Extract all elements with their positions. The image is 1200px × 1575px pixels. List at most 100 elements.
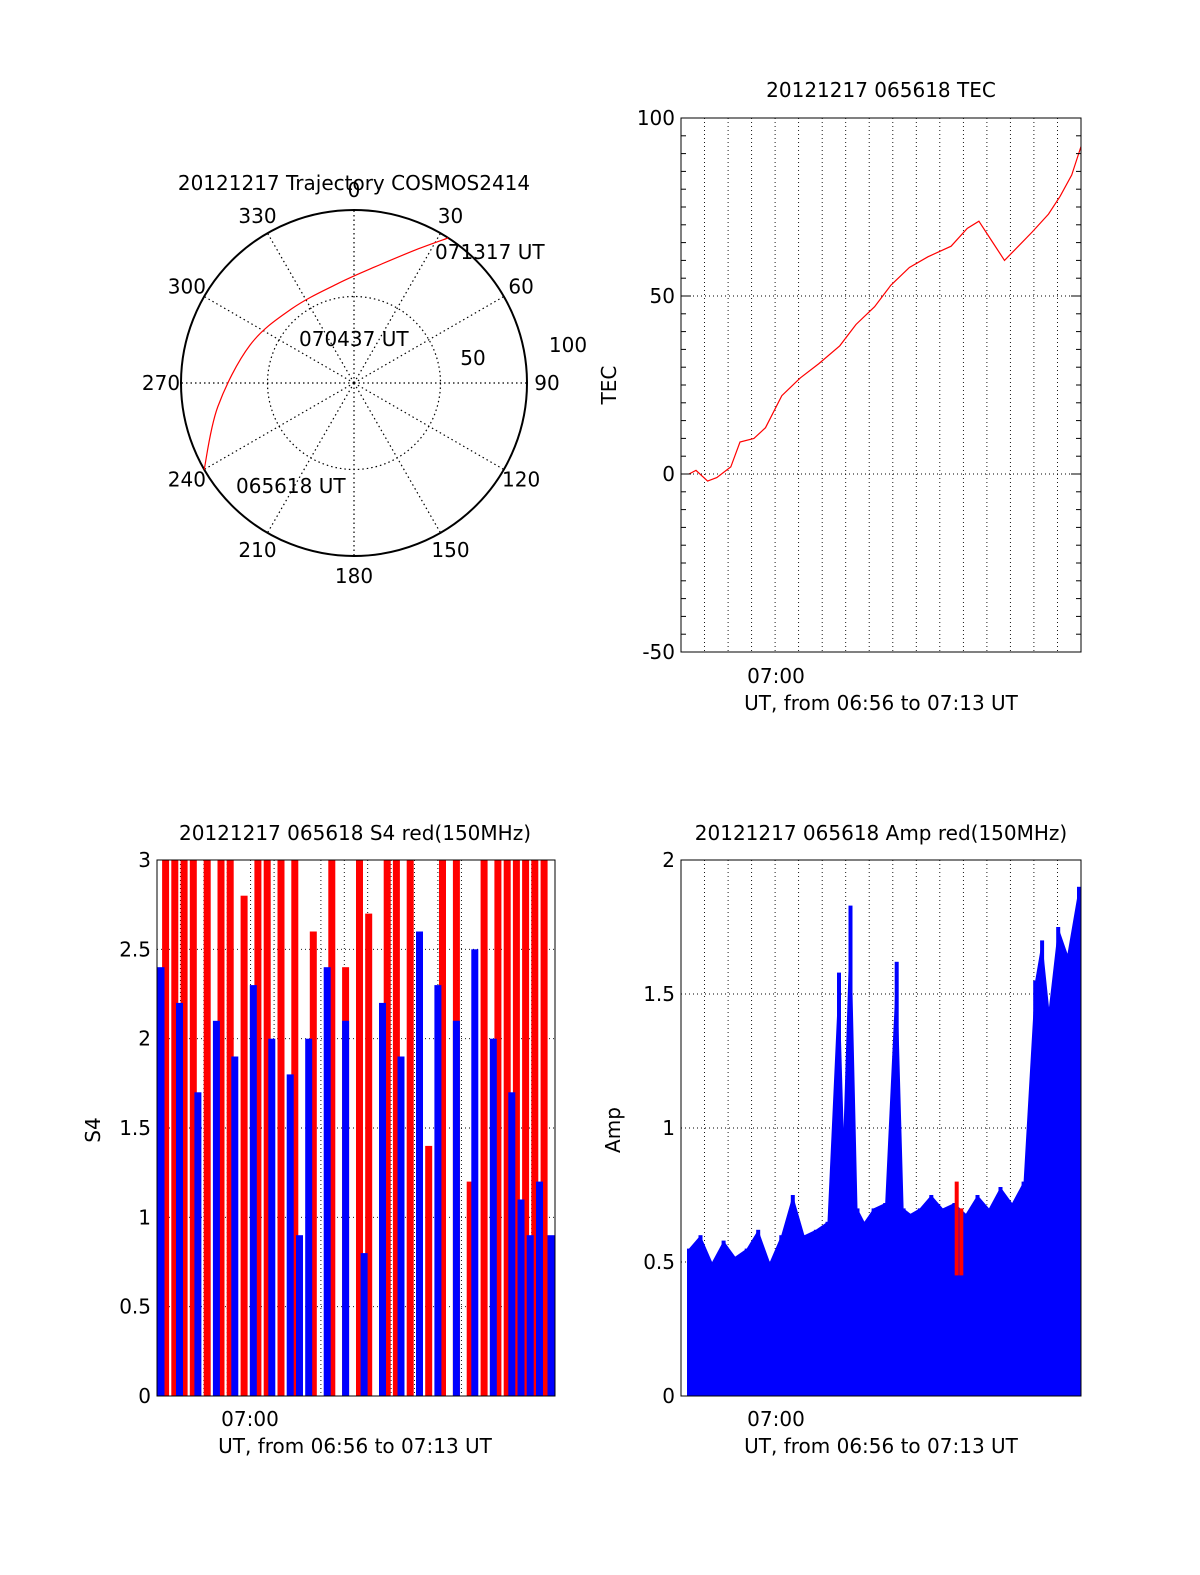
red-s4-bar [328,860,336,1396]
blue-amp-bar [975,1195,980,1396]
blue-amp-bar [767,1262,772,1396]
blue-amp-bar [744,1248,749,1396]
blue-amp-bar [952,1203,957,1396]
blue-s4-bar [526,1235,534,1396]
amp-y-tick-labels: 0 0.5 1 1.5 2 [643,848,675,1408]
red-s4-bar [217,860,225,1396]
radial-label-50: 50 [460,346,485,370]
red-s4-bar [439,860,446,1396]
blue-s4-bar [452,1020,460,1396]
blue-amp-bar [963,1213,968,1396]
blue-amp-bar [1047,1007,1051,1396]
amp-x-axis-label: UT, from 06:56 to 07:13 UT [744,1434,1019,1458]
blue-amp-bar [1065,953,1070,1396]
blue-amp-bar [987,1208,991,1396]
blue-s4-bar [397,1056,405,1396]
blue-s4-bar [286,1074,294,1396]
red-s4-bar [226,860,234,1396]
s4-y-tick-labels: 0 0.5 1 1.5 2 2.5 3 [119,848,151,1408]
azimuth-labels: 0 30 60 90 120 150 180 210 240 270 300 330 [142,178,560,588]
blue-s4-bar [416,931,423,1396]
red-s4-bar [240,895,248,1396]
blue-s4-bar [536,1181,543,1396]
blue-amp-area [689,886,1079,1396]
blue-amp-bar [908,1213,913,1396]
blue-amp-bar [837,972,841,1396]
blue-amp-bar [825,1221,830,1396]
s4-y-tick-2: 2 [138,1027,151,1051]
blue-amp-bar [756,1229,761,1396]
blue-amp-bar [848,905,853,1396]
amp-y-tick-2: 2 [662,848,675,872]
trajectory-end-label: 071317 UT [435,240,545,264]
azimuth-label-30: 30 [438,204,463,228]
polar-spoke [203,382,355,471]
tec-x-axis-label: UT, from 06:56 to 07:13 UT [744,691,1019,715]
red-s4-bar [171,860,179,1396]
blue-amp-bar [813,1229,818,1396]
polar-spoke [203,295,355,384]
polar-spoke [266,232,355,384]
polar-grid [180,209,528,557]
blue-amp-bar [917,1208,922,1396]
tec-y-tick-50: 50 [650,284,675,308]
tec-y-tick-0: 0 [662,462,675,486]
red-s4-bar [189,860,197,1396]
amp-y-axis-label: Amp [601,1107,625,1153]
blue-amp-bar [733,1256,738,1396]
tec-minor-ticks [681,117,1081,653]
blue-s4-bar [360,1253,368,1396]
blue-s4-bar [489,1038,497,1396]
azimuth-label-210: 210 [238,538,276,562]
red-amp-bar [954,1181,959,1276]
blue-amp-bar [883,1203,888,1396]
blue-amp-bar [929,1195,934,1396]
blue-s4-bar [176,1002,183,1396]
azimuth-label-150: 150 [431,538,469,562]
blue-amp-bar [871,1208,876,1396]
blue-amp-bar [1040,940,1045,1396]
blue-amp-bar [698,1235,703,1396]
blue-amp-bar [901,1208,906,1396]
red-s4-bar [263,860,271,1396]
amp-panel: 20121217 065618 Amp red(150MHz) 0 0.5 1 1.5… [601,821,1082,1458]
s4-bars [157,860,555,1396]
blue-amp-bar [862,1221,867,1396]
s4-y-tick-3: 3 [138,848,151,872]
radial-label-100: 100 [549,333,587,357]
azimuth-label-330: 330 [238,204,276,228]
red-s4-bar [365,913,373,1396]
azimuth-label-120: 120 [502,468,540,492]
trajectory-line [203,237,449,470]
blue-amp-bar [841,1128,846,1396]
blue-amp-bar [940,1208,945,1396]
azimuth-label-240: 240 [168,468,206,492]
amp-x-tick-label: 07:00 [747,1407,805,1431]
red-s4-bar [383,860,391,1396]
red-s4-bar [392,860,400,1396]
red-s4-bar [162,860,170,1396]
blue-s4-bar [296,1235,303,1396]
red-s4-bar [291,860,299,1396]
amp-y-tick-1: 1 [662,1116,675,1140]
red-s4-bar [540,860,548,1396]
tec-title: 20121217 065618 TEC [766,78,996,102]
polar-title: 20121217 Trajectory COSMOS2414 [178,171,530,195]
blue-s4-bar [194,1092,202,1396]
blue-s4-bar [323,967,331,1396]
blue-s4-bar [231,1056,239,1396]
red-s4-bar [406,860,414,1396]
blue-s4-bar [268,1038,276,1396]
azimuth-label-0: 0 [348,178,361,202]
red-s4-bar [494,860,502,1396]
tec-plot-frame [680,117,1082,653]
s4-y-tick-1: 1 [138,1205,151,1229]
s4-y-tick-2-5: 2.5 [119,937,151,961]
blue-s4-bar [157,967,165,1396]
red-s4-bar [180,860,188,1396]
red-s4-bar [203,860,211,1396]
amp-y-tick-0: 0 [662,1384,675,1408]
azimuth-label-180: 180 [335,564,373,588]
s4-y-tick-0: 0 [138,1384,151,1408]
